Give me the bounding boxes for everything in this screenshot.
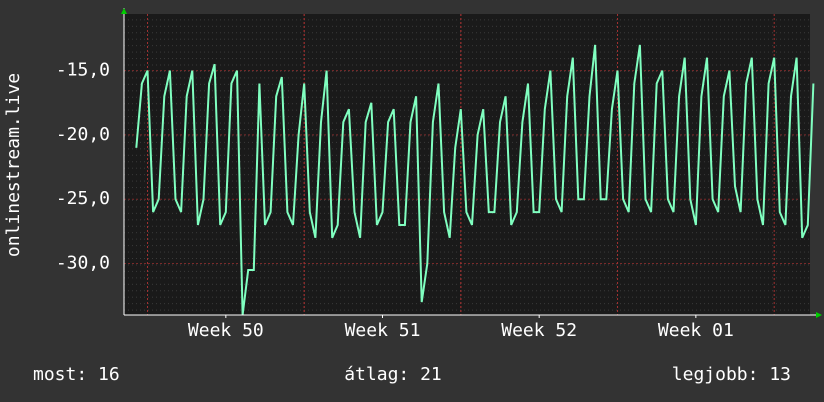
stat-current: most: 16 [33, 364, 120, 385]
y-tick-label: -20,0 [56, 124, 110, 145]
stat-max: legjobb: 13 [672, 364, 791, 385]
y-axis-title: onlinestream.live [3, 73, 24, 257]
y-tick-label: -25,0 [56, 188, 110, 209]
stat-average: átlag: 21 [344, 364, 442, 385]
y-tick-label: -30,0 [56, 253, 110, 274]
x-tick-label: Week 52 [501, 320, 577, 341]
x-tick-label: Week 51 [345, 320, 421, 341]
x-arrow [816, 312, 822, 318]
x-tick-label: Week 01 [658, 320, 734, 341]
series-line [135, 44, 815, 316]
y-tick-label: -15,0 [56, 60, 110, 81]
y-arrow [121, 8, 127, 14]
x-tick-label: Week 50 [188, 320, 264, 341]
